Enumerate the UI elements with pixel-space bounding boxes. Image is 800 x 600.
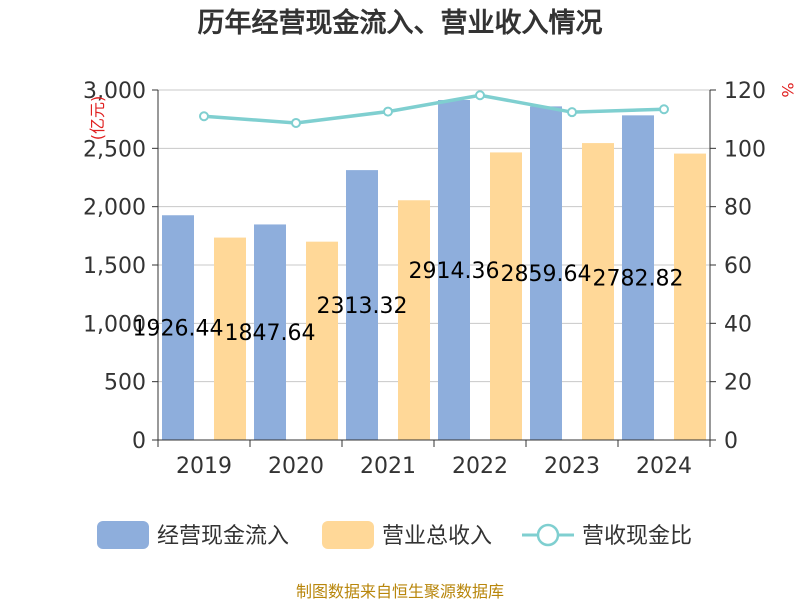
bars <box>162 99 706 441</box>
data-label: 2859.64 <box>501 262 592 287</box>
left-tick-label: 1,500 <box>83 254 146 279</box>
right-tick-label: 80 <box>724 196 752 221</box>
x-axis: 2019 2020 2021 2022 2023 2024 <box>157 439 711 479</box>
x-tick-label: 2021 <box>360 454 416 479</box>
bar-cash-inflow <box>530 106 562 440</box>
left-tick-label: 2,000 <box>83 196 146 221</box>
ratio-point <box>199 111 209 122</box>
left-tick-label: 2,500 <box>83 137 146 162</box>
bar-revenue <box>306 241 338 440</box>
bar-revenue <box>214 237 246 440</box>
left-axis-unit: (亿元) <box>88 96 107 141</box>
left-axis: 0 500 1,000 1,500 2,000 2,500 3,000 <box>83 79 159 454</box>
right-tick-label: 40 <box>724 312 752 337</box>
legend-swatch-revenue <box>322 521 374 549</box>
right-tick-label: 0 <box>724 429 738 454</box>
left-tick-label: 500 <box>104 371 146 396</box>
x-tick-label: 2020 <box>268 454 324 479</box>
right-tick-label: 100 <box>724 137 766 162</box>
legend: 经营现金流入 营业总收入 营收现金比 <box>97 521 692 549</box>
left-tick-label: 3,000 <box>83 79 146 104</box>
x-tick-label: 2022 <box>452 454 508 479</box>
ratio-line <box>199 90 669 128</box>
ratio-point <box>291 117 301 128</box>
legend-label-ratio: 营收现金比 <box>582 524 692 549</box>
right-axis: 0 20 40 60 80 100 120 <box>709 79 766 454</box>
bar-cash-inflow <box>346 170 378 440</box>
ratio-line-path <box>203 93 665 125</box>
legend-swatch-ratio-marker <box>536 523 560 547</box>
right-tick-label: 20 <box>724 371 752 396</box>
right-tick-label: 60 <box>724 254 752 279</box>
data-label: 2313.32 <box>317 294 408 319</box>
bar-revenue <box>674 153 706 441</box>
ratio-point <box>567 107 577 118</box>
data-label: 1926.44 <box>133 317 224 342</box>
bar-cash-inflow <box>438 99 470 440</box>
bar-cash-inflow <box>622 115 654 440</box>
left-tick-label: 1,000 <box>83 312 146 337</box>
data-label: 1847.64 <box>225 321 316 346</box>
source-text: 制图数据来自恒生聚源数据库 <box>296 582 504 600</box>
bar-cash-inflow <box>162 215 194 440</box>
ratio-point <box>383 106 393 117</box>
bar-revenue <box>398 200 430 440</box>
left-tick-label: 0 <box>132 429 146 454</box>
chart-title: 历年经营现金流入、营业收入情况 <box>198 7 603 39</box>
right-tick-label: 120 <box>724 79 766 104</box>
legend-swatch-cash-inflow <box>97 521 149 549</box>
ratio-point <box>659 104 669 115</box>
data-label: 2914.36 <box>409 259 500 284</box>
x-tick-label: 2023 <box>544 454 600 479</box>
legend-label-revenue: 营业总收入 <box>382 524 492 549</box>
right-axis-unit: % <box>778 82 797 97</box>
bar-cash-inflow <box>254 224 286 440</box>
data-label: 2782.82 <box>593 267 684 292</box>
x-tick-label: 2019 <box>176 454 232 479</box>
grid <box>158 89 710 383</box>
x-tick-label: 2024 <box>636 454 692 479</box>
ratio-point <box>475 90 485 101</box>
legend-label-cash-inflow: 经营现金流入 <box>157 524 289 549</box>
bar-revenue <box>490 152 522 440</box>
bar-revenue <box>582 143 614 441</box>
